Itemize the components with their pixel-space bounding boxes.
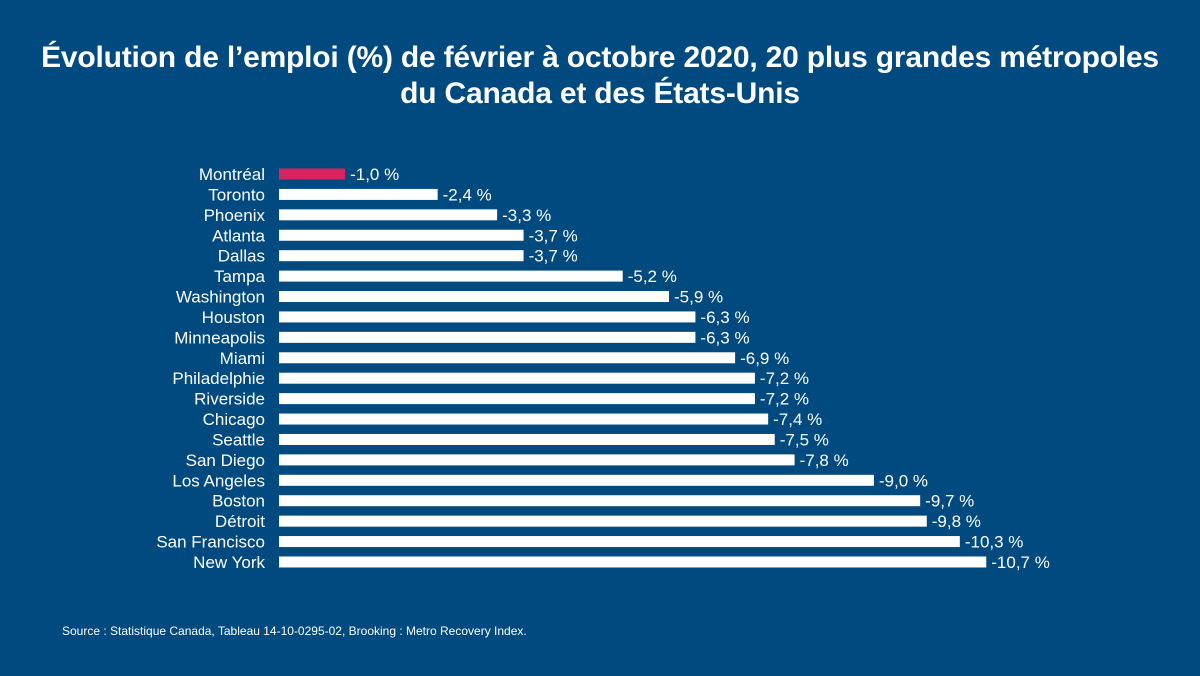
bar: [279, 188, 438, 200]
bar: [279, 536, 960, 548]
bar: [279, 270, 623, 282]
bar: [279, 250, 524, 262]
bar: [279, 311, 696, 323]
category-label: New York: [193, 553, 265, 572]
category-label: Seattle: [212, 430, 265, 449]
bar: [279, 515, 927, 527]
bar: [279, 556, 987, 568]
category-label: Boston: [212, 492, 265, 511]
category-label: Dallas: [218, 247, 265, 266]
category-label: Minneapolis: [174, 328, 265, 347]
data-label: -7,2 %: [760, 390, 809, 409]
category-label: San Diego: [186, 451, 265, 470]
category-label: Chicago: [203, 410, 265, 429]
chart-title: Évolution de l’emploi (%) de février à o…: [41, 41, 1159, 110]
category-label: Riverside: [194, 390, 265, 409]
category-label: Atlanta: [212, 226, 265, 245]
bar: [279, 331, 696, 343]
bar: [279, 229, 524, 241]
data-label: -3,3 %: [502, 206, 551, 225]
bar: [279, 413, 769, 425]
data-label: -2,4 %: [443, 185, 492, 204]
data-label: -7,2 %: [760, 369, 809, 388]
category-label: San Francisco: [156, 533, 265, 552]
bar: [279, 352, 736, 364]
bar: [279, 454, 795, 466]
data-label: -6,9 %: [740, 349, 789, 368]
data-label: -9,8 %: [932, 512, 981, 531]
category-label: Washington: [176, 288, 265, 307]
category-label: Tampa: [214, 267, 266, 286]
bar: [279, 291, 669, 303]
bar: [279, 433, 775, 445]
data-label: -10,3 %: [965, 533, 1024, 552]
data-label: -3,7 %: [529, 226, 578, 245]
data-label: -5,2 %: [628, 267, 677, 286]
category-label: Détroit: [215, 512, 265, 531]
data-label: -10,7 %: [991, 553, 1050, 572]
data-label: -1,0 %: [350, 165, 399, 184]
data-label: -9,7 %: [925, 492, 974, 511]
data-label: -9,0 %: [879, 471, 928, 490]
bars-layer: Montréal -1,0 % Toronto -2,4 % Phoenix -3,3 %…: [156, 165, 1050, 572]
data-label: -3,7 %: [529, 247, 578, 266]
data-label: -7,8 %: [800, 451, 849, 470]
bar: [279, 168, 346, 180]
data-label: -7,4 %: [773, 410, 822, 429]
category-label: Phoenix: [204, 206, 266, 225]
bar: [279, 495, 921, 507]
category-label: Toronto: [208, 185, 265, 204]
category-label: Philadelphie: [172, 369, 265, 388]
bar: [279, 372, 755, 384]
bar: [279, 393, 755, 405]
category-label: Montréal: [199, 165, 265, 184]
bar: [279, 209, 498, 221]
data-label: -6,3 %: [700, 308, 749, 327]
data-label: -5,9 %: [674, 288, 723, 307]
data-label: -7,5 %: [780, 430, 829, 449]
category-label: Houston: [202, 308, 265, 327]
bar: [279, 474, 874, 486]
category-label: Los Angeles: [172, 471, 265, 490]
source-note: Source : Statistique Canada, Tableau 14-…: [62, 624, 527, 638]
category-label: Miami: [220, 349, 265, 368]
data-label: -6,3 %: [700, 328, 749, 347]
